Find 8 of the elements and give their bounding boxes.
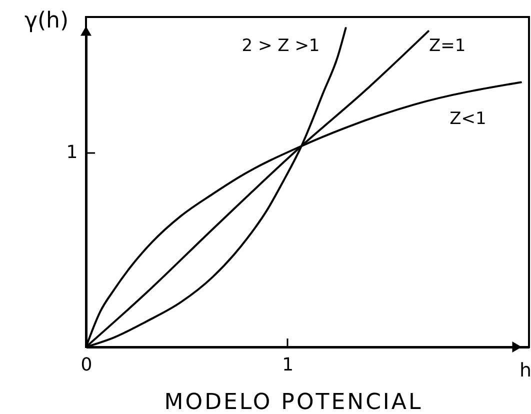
series-label: Z=1 xyxy=(428,36,466,56)
series-label: 2 > Z >1 xyxy=(242,36,320,56)
text: 1 xyxy=(66,142,78,163)
series-label: Z<1 xyxy=(450,109,486,130)
x-tick-label: 0 xyxy=(80,354,92,376)
y-axis-title: γ(h) xyxy=(24,8,69,34)
text: MODELO POTENCIAL xyxy=(164,390,423,414)
x-axis-title: h xyxy=(519,360,531,382)
